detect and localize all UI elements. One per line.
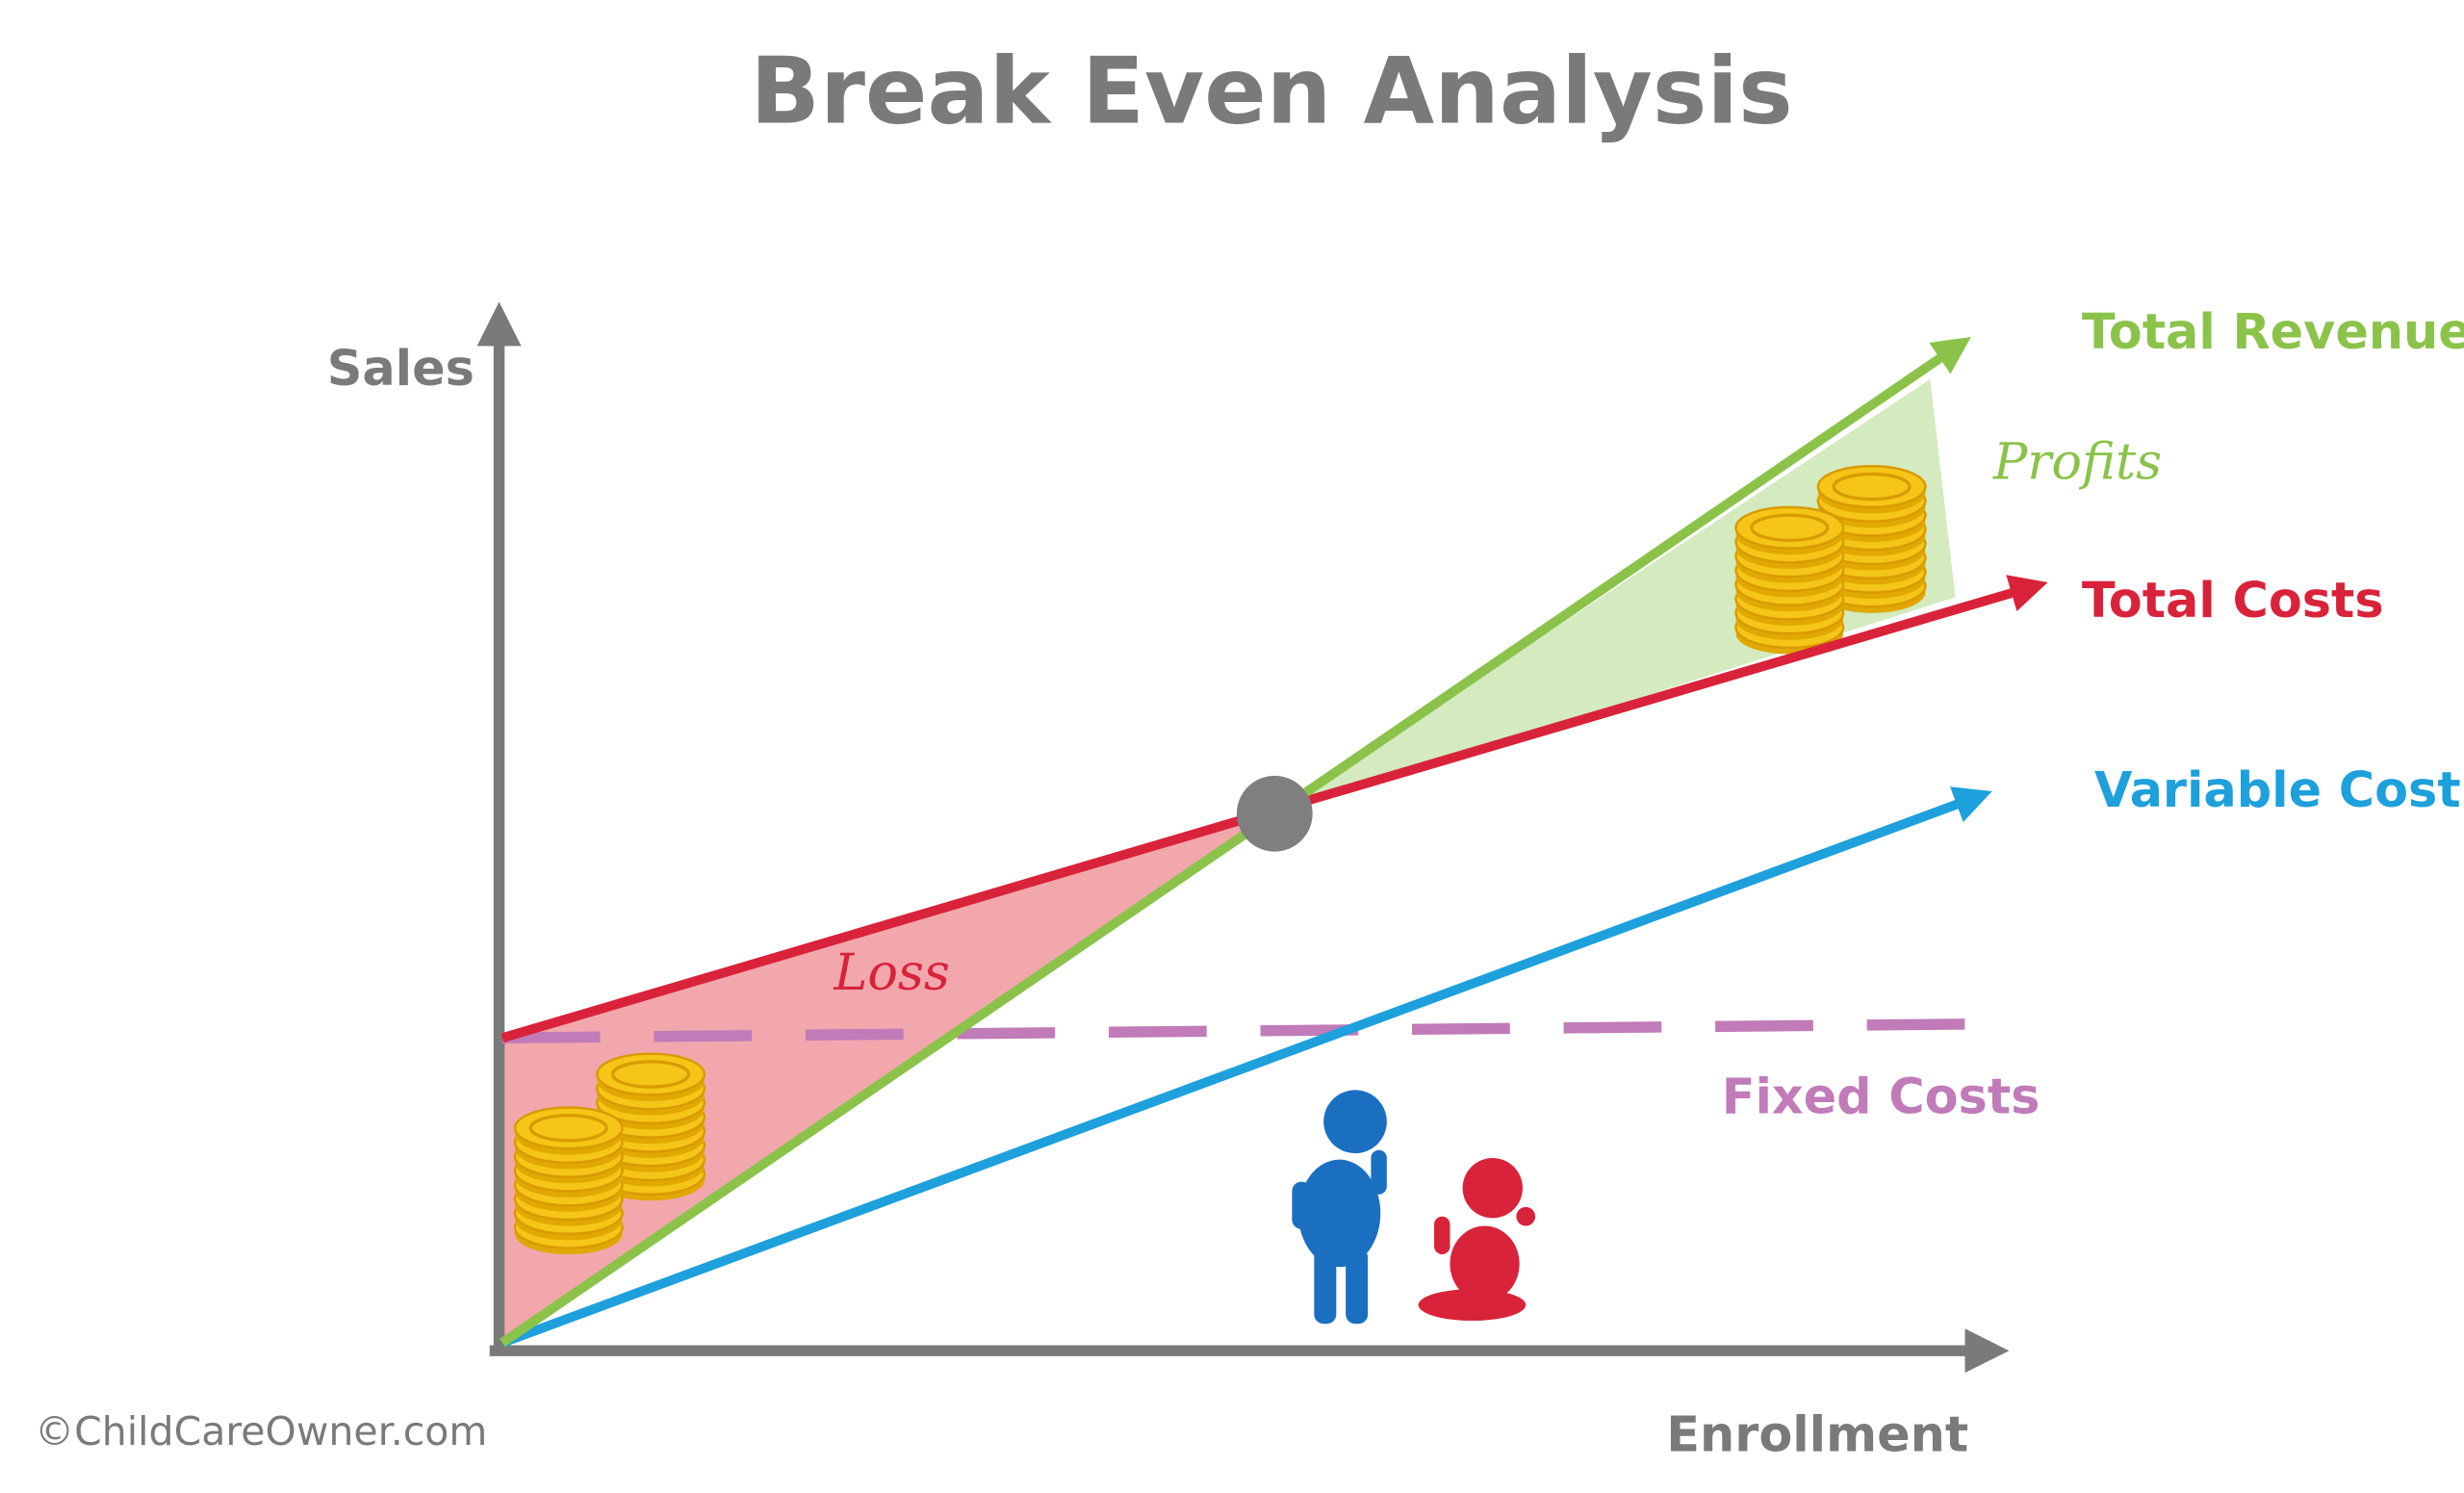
region-label: Profits <box>1992 433 2162 492</box>
line-label: Total Revenue <box>2082 303 2464 360</box>
region-label: Loss <box>833 943 949 1002</box>
coin <box>611 1060 691 1089</box>
coin <box>528 1114 608 1143</box>
y-axis-label: Sales <box>327 340 475 397</box>
coins <box>513 464 1927 1255</box>
profit-region <box>1274 378 1956 814</box>
credit: ©ChildCareOwner.com <box>35 1408 487 1454</box>
line-label: Total Costs <box>2082 572 2384 629</box>
coin <box>1750 513 1830 542</box>
boy-icon <box>1292 1090 1387 1325</box>
fixed-costs-line <box>501 1017 2003 1044</box>
coin <box>1832 472 1912 502</box>
title: Break Even Analysis <box>750 39 1792 145</box>
line-label: Variable Cost <box>2094 761 2461 818</box>
variable-cost-line <box>500 786 1992 1348</box>
kids <box>1292 1090 1536 1325</box>
break-even-point <box>1236 775 1313 852</box>
total-revenue-line <box>500 337 1971 1348</box>
x-axis-label: Enrollment <box>1666 1405 1968 1462</box>
line-label: Fixed Costs <box>1722 1068 2040 1124</box>
girl-icon <box>1418 1157 1536 1322</box>
